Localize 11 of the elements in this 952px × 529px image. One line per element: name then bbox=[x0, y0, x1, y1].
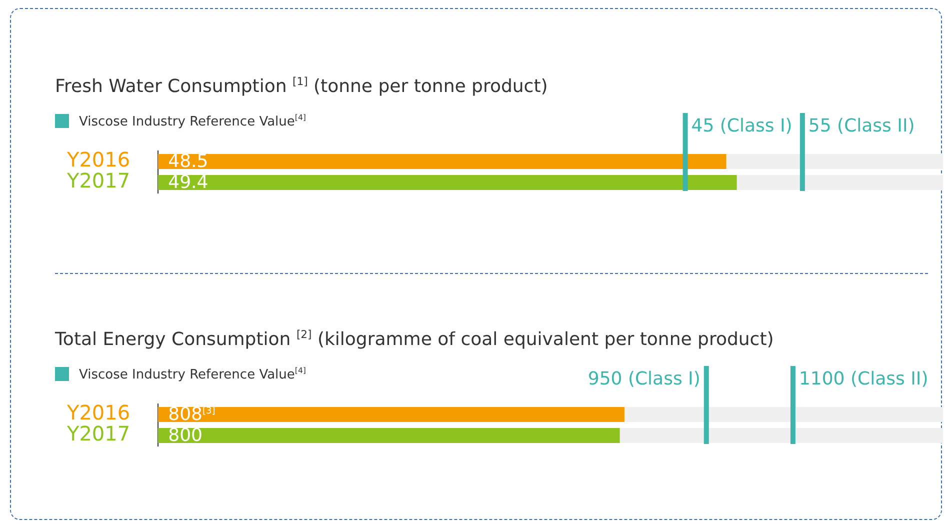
chart-title: Total Energy Consumption $^{[2]}$ (kilogramme of coal equivalent per tonne product) bbox=[55, 328, 774, 350]
text: Viscose Industry Reference Value$^{[4]}$ bbox=[79, 113, 306, 130]
ref-line-label: 45 (Class I) bbox=[691, 116, 792, 137]
text: Viscose Industry Reference Value$^{[4]}$ bbox=[79, 366, 306, 382]
data-label: 800 bbox=[168, 425, 202, 446]
chart-title: Fresh Water Consumption $^{[1]}$ (tonne per tonne product) bbox=[55, 75, 548, 97]
ref-line-label: 1100 (Class II) bbox=[798, 368, 928, 390]
data-label: 49.4 bbox=[168, 172, 208, 194]
ref-line-label: 950 (Class I) bbox=[588, 368, 700, 390]
ref-line-label: 55 (Class II) bbox=[808, 116, 915, 137]
data-label: 48.5 bbox=[168, 151, 208, 172]
